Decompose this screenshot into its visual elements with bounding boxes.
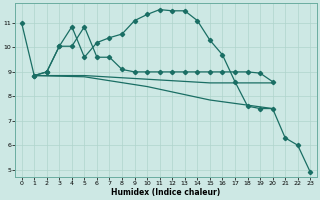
X-axis label: Humidex (Indice chaleur): Humidex (Indice chaleur) bbox=[111, 188, 220, 197]
